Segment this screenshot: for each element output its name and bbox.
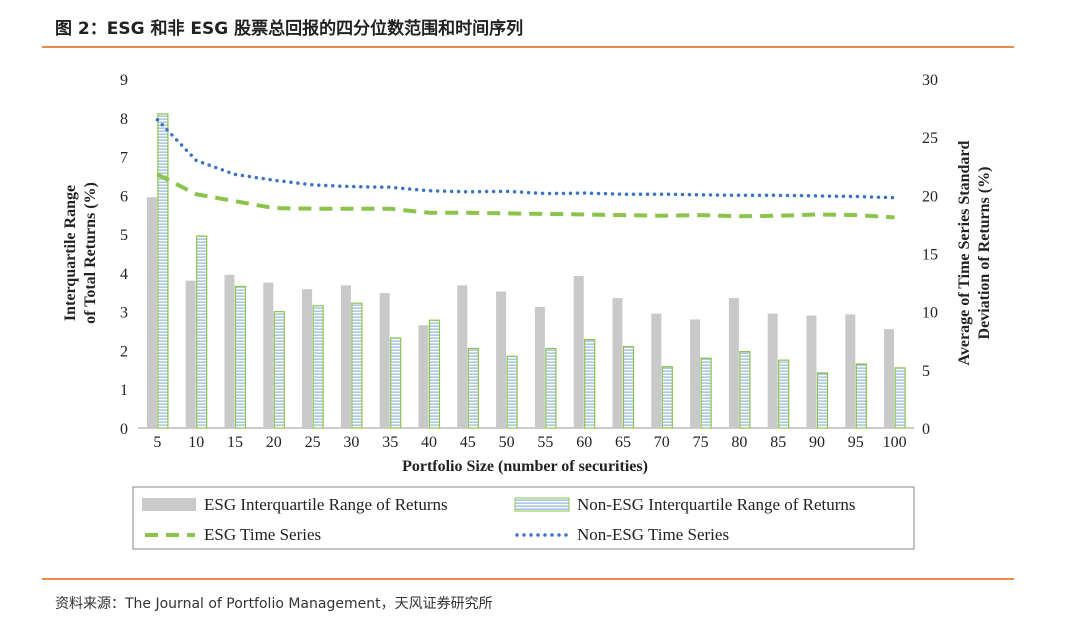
esg-bar xyxy=(690,319,701,428)
x-tick-label: 60 xyxy=(576,434,592,451)
non-esg-bar xyxy=(545,347,557,429)
esg-bar xyxy=(534,307,545,428)
y2-tick-label: 30 xyxy=(922,72,938,89)
legend-label-esg-bar: ESG Interquartile Range of Returns xyxy=(204,495,448,514)
non-esg-bar xyxy=(622,345,635,429)
esg-bar xyxy=(612,298,623,428)
x-tick-label: 80 xyxy=(731,434,747,451)
source-note: 资料来源：The Journal of Portfolio Management… xyxy=(55,596,493,612)
esg-bar xyxy=(845,314,856,428)
y-tick-label: 5 xyxy=(120,227,128,244)
y-tick-label: 3 xyxy=(120,305,128,322)
legend-label-non-esg-bar: Non-ESG Interquartile Range of Returns xyxy=(577,495,856,514)
esg-bar xyxy=(379,293,390,428)
esg-bar xyxy=(302,289,313,428)
non-esg-bar xyxy=(855,363,867,429)
esg-time-series-line xyxy=(156,172,895,220)
esg-bar xyxy=(146,197,157,428)
x-tick-label: 10 xyxy=(188,434,204,451)
y-tick-label: 8 xyxy=(120,111,128,128)
non-esg-bar xyxy=(312,305,324,429)
esg-bar xyxy=(767,313,778,428)
legend-label-non-esg-line: Non-ESG Time Series xyxy=(577,525,729,544)
top-divider xyxy=(42,46,1014,48)
x-tick-label: 85 xyxy=(770,434,786,451)
y-tick-label: 9 xyxy=(120,72,128,89)
esg-bar xyxy=(457,285,468,428)
x-tick-label: 40 xyxy=(421,434,437,451)
non-esg-bar xyxy=(351,302,363,429)
y2-tick-label: 10 xyxy=(922,305,938,322)
esg-bar xyxy=(496,291,507,428)
esg-bar xyxy=(224,274,235,428)
esg-bar xyxy=(573,275,584,428)
x-axis-title: Portfolio Size (number of securities) xyxy=(402,458,648,475)
x-tick-label: 45 xyxy=(460,434,476,451)
non-esg-time-series-line xyxy=(155,117,897,200)
non-esg-bar xyxy=(584,338,596,429)
figure-title: 图 2：ESG 和非 ESG 股票总回报的四分位数范围和时间序列 xyxy=(55,19,524,39)
x-tick-label: 70 xyxy=(654,434,670,451)
x-tick-label: 100 xyxy=(883,434,907,451)
x-tick-label: 55 xyxy=(537,434,553,451)
non-esg-bar xyxy=(700,357,712,429)
y2-tick-label: 25 xyxy=(922,130,938,147)
non-esg-bar xyxy=(894,367,906,429)
y2-axis-title-line2: Deviation of Returns (%) xyxy=(976,167,993,340)
x-tick-label: 5 xyxy=(153,434,161,451)
esg-bar xyxy=(728,298,739,428)
legend: ESG Interquartile Range of Returns Non-E… xyxy=(132,486,915,550)
esg-bar xyxy=(884,329,895,428)
x-tick-label: 20 xyxy=(266,434,282,451)
esg-bar xyxy=(263,282,274,428)
non-esg-bar xyxy=(273,311,285,429)
x-tick-label: 25 xyxy=(305,434,321,451)
y-axis-title-line1: Interquartile Range xyxy=(62,185,79,321)
y-tick-label: 2 xyxy=(120,343,128,360)
non-esg-bar xyxy=(816,372,829,429)
esg-bar xyxy=(651,313,662,428)
x-tick-label: 15 xyxy=(227,434,243,451)
y-axis-title-line2: of Total Returns (%) xyxy=(82,182,99,324)
y-tick-label: 0 xyxy=(120,421,128,438)
esg-bar xyxy=(806,315,817,428)
legend-label-esg-line: ESG Time Series xyxy=(204,525,321,544)
y-tick-label: 4 xyxy=(120,266,128,283)
non-esg-bar xyxy=(467,347,479,429)
non-esg-bar xyxy=(661,366,673,429)
legend-frame xyxy=(132,486,915,550)
x-tick-label: 65 xyxy=(615,434,631,451)
x-tick-label: 35 xyxy=(382,434,398,451)
non-esg-bar xyxy=(739,351,751,429)
non-esg-bar xyxy=(157,113,169,429)
y2-axis-title-line1: Average of Time Series Standard xyxy=(956,140,973,365)
y-tick-label: 6 xyxy=(120,188,128,205)
esg-bar xyxy=(340,285,351,428)
bottom-divider xyxy=(42,578,1014,580)
x-tick-label: 75 xyxy=(693,434,709,451)
legend-swatch-non-esg-bar xyxy=(514,497,570,512)
non-esg-bar xyxy=(506,355,518,429)
esg-bar xyxy=(418,325,429,428)
y2-tick-label: 5 xyxy=(922,363,930,380)
non-esg-bar xyxy=(390,337,402,429)
non-esg-bar xyxy=(428,319,441,429)
x-tick-label: 95 xyxy=(848,434,864,451)
x-tick-label: 90 xyxy=(809,434,825,451)
y-tick-label: 7 xyxy=(120,150,128,167)
esg-bar xyxy=(185,280,196,428)
non-esg-bar xyxy=(196,235,208,429)
legend-swatch-esg-bar xyxy=(142,498,196,511)
y-tick-label: 1 xyxy=(120,382,128,399)
y2-tick-label: 20 xyxy=(922,188,938,205)
y2-tick-label: 15 xyxy=(922,247,938,264)
non-esg-bar xyxy=(778,359,790,429)
x-tick-label: 30 xyxy=(343,434,359,451)
non-esg-bar xyxy=(234,285,247,429)
x-tick-label: 50 xyxy=(499,434,515,451)
y2-tick-label: 0 xyxy=(922,421,930,438)
